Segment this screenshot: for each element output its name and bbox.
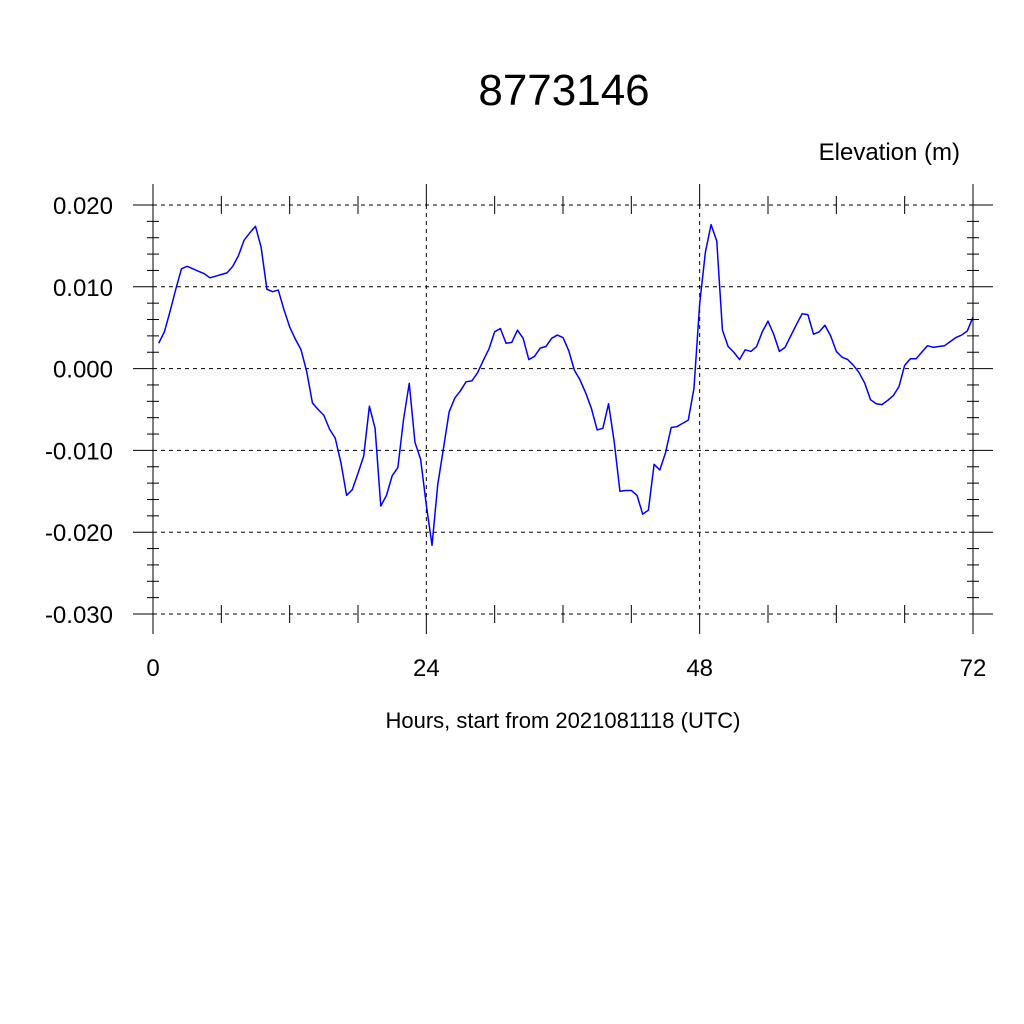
y-tick-label-4: -0.020 <box>45 520 113 547</box>
x-tick-label-3: 72 <box>960 655 987 682</box>
x-tick-label-1: 24 <box>413 655 440 682</box>
y-tick-label-2: 0.000 <box>53 357 113 384</box>
y-tick-label-5: -0.030 <box>45 602 113 629</box>
y-tick-label-1: 0.010 <box>53 275 113 302</box>
x-tick-label-2: 48 <box>686 655 713 682</box>
series-layer <box>158 223 974 547</box>
chart-title: 8773146 <box>478 66 650 115</box>
series-line <box>158 223 974 547</box>
grid-lines <box>153 204 973 615</box>
y-axis-label: Elevation (m) <box>818 139 960 166</box>
y-tick-label-3: -0.010 <box>45 438 113 465</box>
x-axis-label: Hours, start from 2021081118 (UTC) <box>385 708 741 733</box>
x-tick-label-0: 0 <box>146 655 159 682</box>
axes: 0.020 0.010 0.000 -0.010 -0.020 -0.030 0 24 48 72 <box>45 184 993 682</box>
y-tick-label-0: 0.020 <box>53 193 113 220</box>
